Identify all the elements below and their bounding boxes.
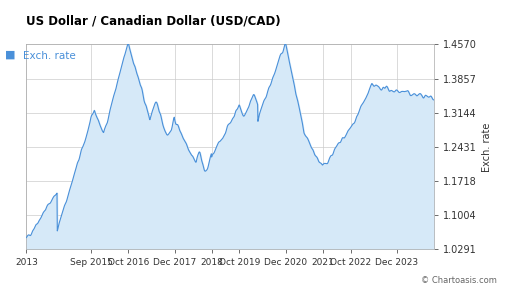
Y-axis label: Exch. rate: Exch. rate: [482, 122, 492, 172]
Text: US Dollar / Canadian Dollar (USD/CAD): US Dollar / Canadian Dollar (USD/CAD): [26, 15, 281, 28]
Text: ■: ■: [5, 50, 16, 60]
Text: © Chartoasis.com: © Chartoasis.com: [421, 276, 497, 285]
Text: Exch. rate: Exch. rate: [23, 51, 76, 61]
